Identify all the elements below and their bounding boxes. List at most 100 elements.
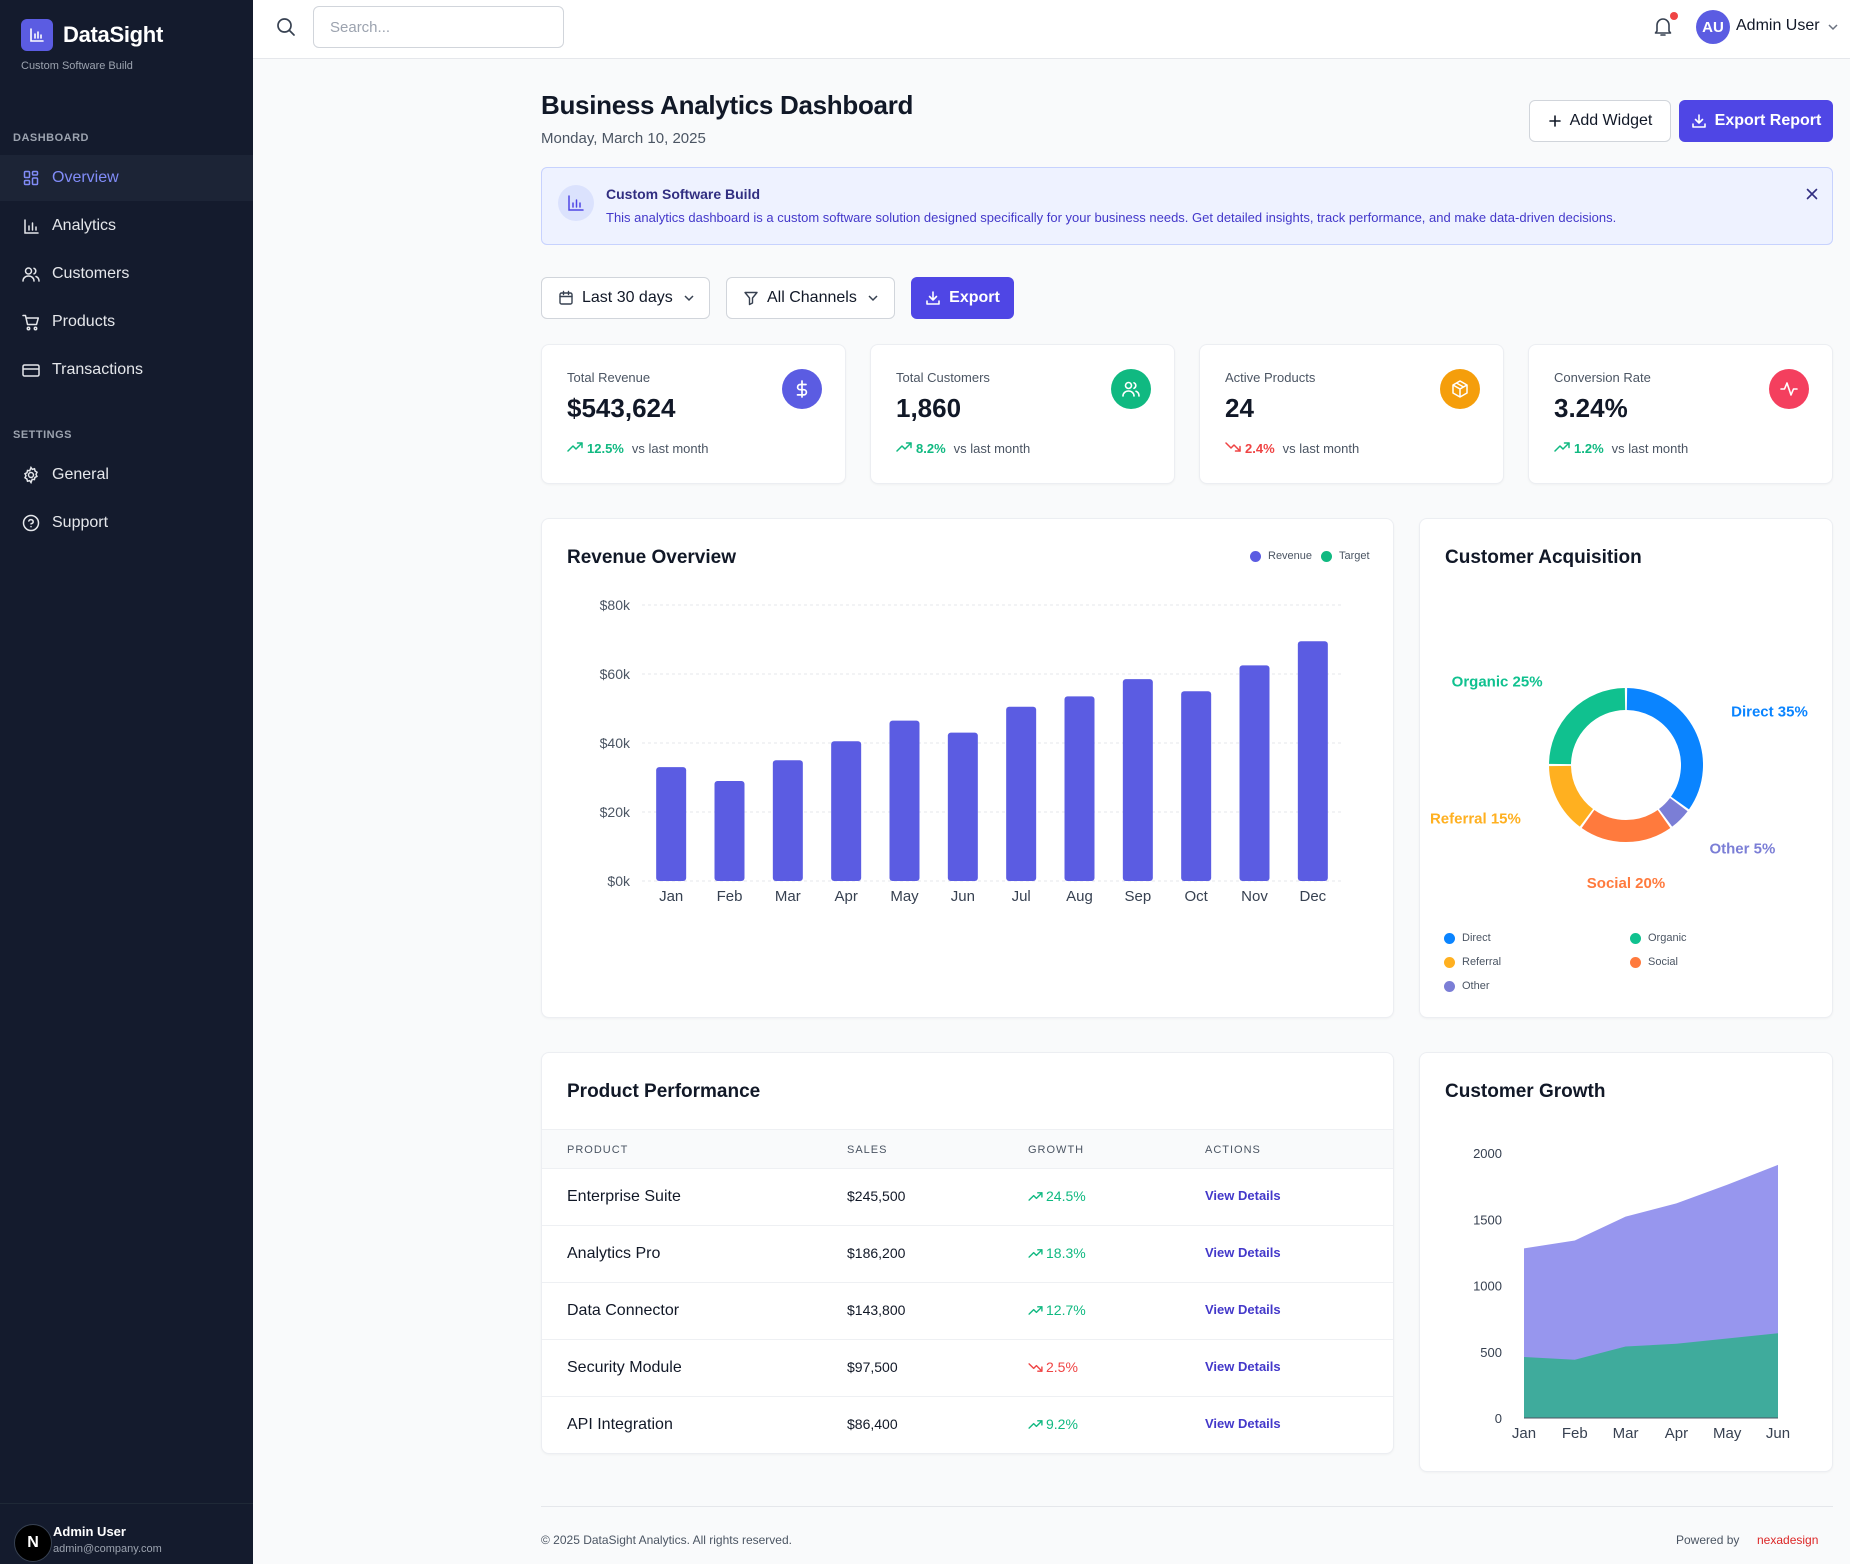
calendar-icon bbox=[558, 290, 574, 306]
close-icon[interactable] bbox=[1802, 184, 1822, 204]
column-header-growth: GROWTH bbox=[1028, 1144, 1085, 1156]
brand-subtitle: Custom Software Build bbox=[21, 60, 133, 72]
sidebar-item-general[interactable]: General bbox=[0, 452, 253, 498]
sidebar-item-transactions[interactable]: Transactions bbox=[0, 347, 253, 393]
legend-label: Other bbox=[1462, 980, 1490, 992]
x-tick-label: Jul bbox=[1012, 888, 1031, 905]
customer-growth-area-chart: 0 500 1000 1500 2000 Jan Feb Mar Apr May Jun bbox=[1473, 1146, 1790, 1442]
donut-slice bbox=[1581, 809, 1671, 842]
view-details-link[interactable]: View Details bbox=[1205, 1416, 1281, 1431]
product-sales: $97,500 bbox=[847, 1359, 898, 1375]
banner-text: This analytics dashboard is a custom sof… bbox=[606, 210, 1617, 225]
legend-item-social[interactable]: Social bbox=[1630, 956, 1678, 968]
date-range-select[interactable]: Last 30 days bbox=[541, 277, 710, 319]
export-report-button[interactable]: Export Report bbox=[1679, 100, 1833, 142]
legend-item-referral[interactable]: Referral bbox=[1444, 956, 1501, 968]
stat-value: 1,860 bbox=[896, 393, 962, 423]
footer-brand-link[interactable]: nexadesign bbox=[1757, 1533, 1819, 1547]
product-name: Enterprise Suite bbox=[567, 1188, 681, 1205]
brand-name: DataSight bbox=[63, 22, 163, 47]
view-details-link[interactable]: View Details bbox=[1205, 1302, 1281, 1317]
product-name: API Integration bbox=[567, 1416, 673, 1433]
users-icon bbox=[1111, 369, 1151, 409]
sidebar-user-name: Admin User bbox=[53, 1524, 126, 1539]
stat-trend: 1.2% vs last month bbox=[1554, 441, 1688, 456]
legend-swatch bbox=[1321, 550, 1332, 562]
stat-card-revenue[interactable]: Total Revenue $543,624 12.5% vs last mon… bbox=[541, 344, 846, 484]
view-details-link[interactable]: View Details bbox=[1205, 1359, 1281, 1374]
nav-section-dashboard: DASHBOARD bbox=[13, 132, 89, 144]
stat-card-products[interactable]: Active Products 24 2.4% vs last month bbox=[1199, 344, 1504, 484]
trend-down-icon bbox=[1028, 1362, 1043, 1372]
table-header: PRODUCT SALES GROWTH ACTIONS bbox=[542, 1129, 1393, 1169]
stat-label: Total Customers bbox=[896, 370, 990, 385]
legend-label: Target bbox=[1339, 550, 1370, 562]
y-tick-label: 1500 bbox=[1473, 1212, 1502, 1227]
sidebar-item-label: Support bbox=[52, 514, 109, 531]
legend-item-revenue[interactable]: Revenue bbox=[1250, 550, 1312, 562]
box-icon bbox=[1440, 369, 1480, 409]
legend-swatch bbox=[1630, 956, 1641, 968]
x-tick-label: Jan bbox=[659, 888, 683, 905]
legend-item-direct[interactable]: Direct bbox=[1444, 932, 1491, 944]
cart-icon bbox=[22, 313, 40, 331]
search-icon[interactable] bbox=[275, 16, 297, 38]
view-details-link[interactable]: View Details bbox=[1205, 1188, 1281, 1203]
card-title: Customer Acquisition bbox=[1445, 547, 1642, 568]
legend-item-target[interactable]: Target bbox=[1321, 550, 1370, 562]
export-button[interactable]: Export bbox=[911, 277, 1014, 319]
notification-dot bbox=[1670, 12, 1678, 20]
y-tick-label: 0 bbox=[1495, 1411, 1502, 1426]
stat-value: 24 bbox=[1225, 393, 1254, 423]
bell-icon[interactable] bbox=[1651, 14, 1675, 38]
x-tick-label: Feb bbox=[717, 888, 743, 905]
product-growth: 9.2% bbox=[1028, 1416, 1078, 1432]
y-tick-label: $60k bbox=[600, 666, 631, 682]
stat-card-customers[interactable]: Total Customers 1,860 8.2% vs last month bbox=[870, 344, 1175, 484]
channel-select[interactable]: All Channels bbox=[726, 277, 895, 319]
legend-swatch bbox=[1444, 932, 1455, 944]
legend-swatch bbox=[1444, 956, 1455, 968]
y-tick-label: $20k bbox=[600, 804, 631, 820]
growth-value: 24.5% bbox=[1046, 1188, 1086, 1204]
product-growth: 12.7% bbox=[1028, 1302, 1086, 1318]
brand-logo-icon bbox=[21, 19, 53, 51]
product-sales: $186,200 bbox=[847, 1245, 906, 1261]
add-widget-button[interactable]: Add Widget bbox=[1529, 100, 1671, 142]
chevron-down-icon bbox=[683, 292, 695, 304]
legend-label: Referral bbox=[1462, 956, 1502, 968]
donut-slice bbox=[1549, 688, 1626, 765]
stat-label: Conversion Rate bbox=[1554, 370, 1651, 385]
stat-change: 1.2% bbox=[1574, 441, 1604, 456]
sidebar-item-products[interactable]: Products bbox=[0, 299, 253, 345]
slice-label: Social 20% bbox=[1587, 875, 1665, 892]
view-details-link[interactable]: View Details bbox=[1205, 1245, 1281, 1260]
trend-up-icon bbox=[896, 441, 912, 456]
search-input[interactable] bbox=[313, 6, 564, 48]
customer-growth-card: Customer Growth 0 500 1000 1500 2000 Jan Feb Ma… bbox=[1419, 1052, 1833, 1472]
bar-chart-icon bbox=[22, 217, 40, 235]
sidebar-item-customers[interactable]: Customers bbox=[0, 251, 253, 297]
column-header-product: PRODUCT bbox=[567, 1144, 629, 1156]
product-growth: 24.5% bbox=[1028, 1188, 1086, 1204]
sidebar-user[interactable]: N Admin User admin@company.com bbox=[0, 1503, 253, 1564]
bar bbox=[947, 732, 978, 881]
sidebar-item-analytics[interactable]: Analytics bbox=[0, 203, 253, 249]
y-tick-label: $0k bbox=[607, 873, 631, 889]
avatar[interactable]: AU bbox=[1696, 10, 1730, 44]
chevron-down-icon[interactable] bbox=[1827, 20, 1839, 38]
brand[interactable]: DataSight bbox=[21, 19, 163, 51]
legend-item-organic[interactable]: Organic bbox=[1630, 932, 1687, 944]
x-tick-label: Dec bbox=[1299, 888, 1326, 905]
revenue-overview-card: Revenue Overview Revenue Target $0k $20k $… bbox=[541, 518, 1394, 1018]
legend-item-other[interactable]: Other bbox=[1444, 980, 1490, 992]
users-icon bbox=[22, 265, 40, 283]
footer-powered-by: Powered by bbox=[1676, 1533, 1740, 1547]
sidebar-item-overview[interactable]: Overview bbox=[0, 155, 253, 201]
bar bbox=[656, 767, 687, 881]
user-menu-name[interactable]: Admin User bbox=[1736, 17, 1820, 34]
stat-card-conversion[interactable]: Conversion Rate 3.24% 1.2% vs last month bbox=[1528, 344, 1833, 484]
footer-divider bbox=[541, 1506, 1833, 1507]
bar bbox=[1122, 679, 1153, 881]
sidebar-item-support[interactable]: Support bbox=[0, 500, 253, 546]
